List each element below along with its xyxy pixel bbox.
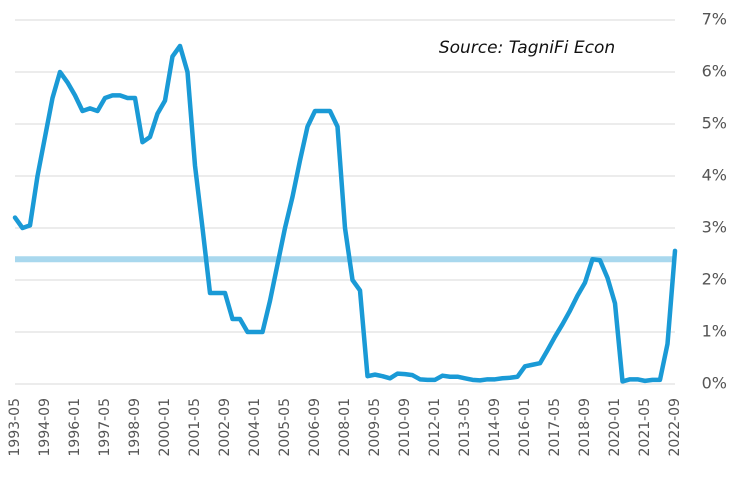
x-tick-label: 1993-05 (7, 398, 23, 457)
x-tick-label: 2008-01 (337, 398, 353, 457)
y-tick-label: 1% (702, 322, 727, 341)
source-annotation: Source: TagniFi Econ (439, 38, 615, 58)
x-tick-label: 2022-09 (667, 398, 683, 457)
y-tick-label: 3% (702, 218, 727, 237)
x-tick-label: 2013-05 (457, 398, 473, 457)
data-line (12, 43, 678, 384)
x-tick-label: 2006-09 (307, 398, 323, 457)
x-tick-label: 2010-09 (397, 398, 413, 457)
y-tick-label: 0% (702, 374, 727, 393)
y-tick-label: 7% (702, 10, 727, 29)
y-tick-label: 6% (702, 62, 727, 81)
x-tick-label: 2016-01 (517, 398, 533, 457)
x-tick-label: 2005-05 (277, 398, 293, 457)
x-tick-label: 2004-01 (247, 398, 263, 457)
x-tick-label: 2018-09 (577, 398, 593, 457)
x-tick-label: 2014-09 (487, 398, 503, 457)
x-tick-label: 2000-01 (157, 398, 173, 457)
x-tick-label: 2002-09 (217, 398, 233, 457)
x-tick-label: 2021-05 (637, 398, 653, 457)
x-tick-label: 2012-01 (427, 398, 443, 457)
x-tick-label: 1994-09 (37, 398, 53, 457)
x-tick-label: 2009-05 (367, 398, 383, 457)
y-tick-label: 4% (702, 166, 727, 185)
x-tick-label: 1996-01 (67, 398, 83, 457)
y-tick-label: 2% (702, 270, 727, 289)
x-tick-label: 1998-09 (127, 398, 143, 457)
x-tick-label: 2020-01 (607, 398, 623, 457)
y-tick-label: 5% (702, 114, 727, 133)
x-tick-label: 2001-05 (187, 398, 203, 457)
x-tick-label: 2017-05 (547, 398, 563, 457)
x-tick-label: 1997-05 (97, 398, 113, 457)
